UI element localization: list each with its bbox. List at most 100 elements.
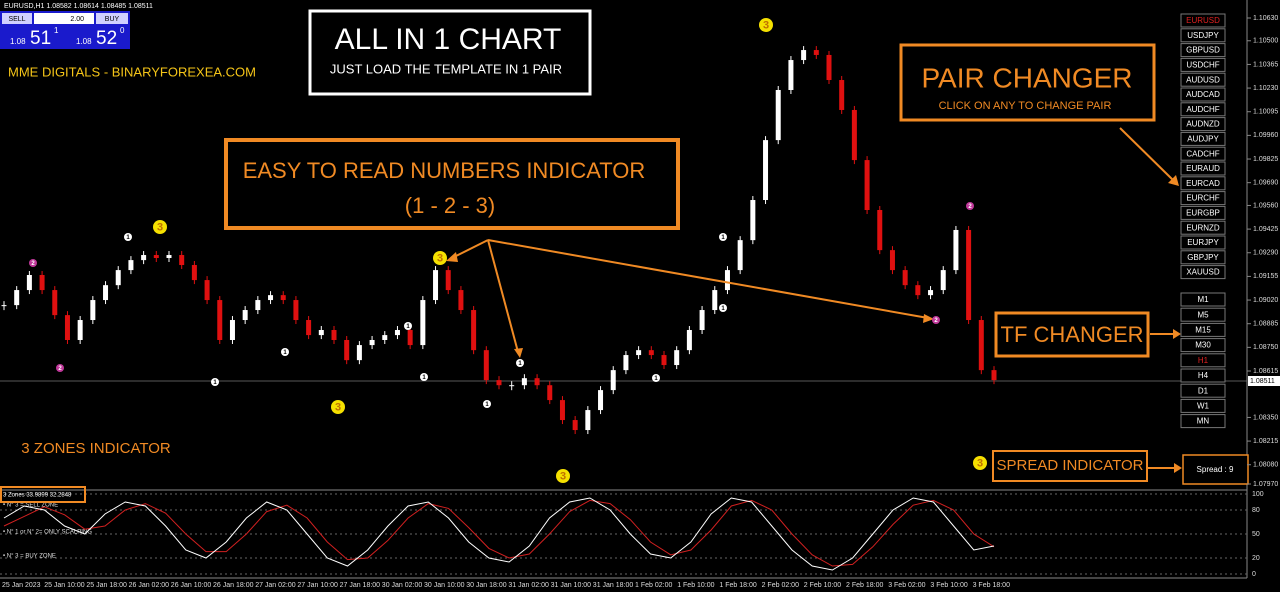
tf-label: W1 bbox=[1197, 402, 1210, 411]
pair-button[interactable] bbox=[1180, 205, 1226, 220]
candle bbox=[394, 330, 400, 336]
pair-button[interactable] bbox=[1180, 161, 1226, 176]
candle bbox=[826, 54, 832, 81]
spread-title: SPREAD INDICATOR bbox=[997, 457, 1144, 474]
pair-button[interactable] bbox=[1180, 117, 1226, 132]
time-label: 31 Jan 02:00 bbox=[508, 582, 549, 589]
time-label: 3 Feb 10:00 bbox=[930, 582, 967, 589]
pair-button[interactable] bbox=[1180, 176, 1226, 191]
pair-button[interactable] bbox=[1180, 146, 1226, 161]
time-label: 27 Jan 10:00 bbox=[297, 582, 338, 589]
price-label: 1.10365 bbox=[1253, 61, 1278, 68]
candle bbox=[90, 300, 96, 321]
candle bbox=[344, 339, 350, 361]
numbers-callout bbox=[224, 138, 680, 230]
pair-label: AUDUSD bbox=[1186, 75, 1220, 84]
candle bbox=[801, 50, 807, 61]
sell-label: SELL bbox=[8, 16, 25, 23]
marker-label: 1 bbox=[283, 350, 287, 356]
candle bbox=[433, 270, 439, 301]
pair-button[interactable] bbox=[1180, 28, 1226, 43]
marker-dot bbox=[483, 400, 491, 408]
numbers-subtitle: (1 - 2 - 3) bbox=[405, 193, 495, 218]
price-label: 1.08885 bbox=[1253, 321, 1278, 328]
pair-button[interactable] bbox=[1180, 43, 1226, 58]
price-label: 1.09290 bbox=[1253, 250, 1278, 257]
marker-dot bbox=[973, 456, 987, 470]
tf-button[interactable] bbox=[1180, 338, 1226, 353]
marker-label: 3 bbox=[335, 401, 341, 413]
price-label: 1.08215 bbox=[1253, 438, 1278, 445]
fast-line bbox=[3, 497, 995, 571]
candle bbox=[64, 315, 70, 340]
pair-button[interactable] bbox=[1180, 265, 1226, 280]
candle bbox=[369, 339, 375, 346]
pair-button[interactable] bbox=[1180, 131, 1226, 146]
tf-button[interactable] bbox=[1180, 383, 1226, 398]
pair-button[interactable] bbox=[1180, 220, 1226, 235]
marker-label: 3 bbox=[763, 19, 769, 31]
candle bbox=[420, 300, 426, 346]
tf-label: M1 bbox=[1197, 295, 1209, 304]
lot-input[interactable] bbox=[34, 13, 94, 24]
time-label: 26 Jan 18:00 bbox=[213, 582, 254, 589]
buy-button[interactable] bbox=[96, 13, 128, 24]
promo-subtitle: JUST LOAD THE TEMPLATE IN 1 PAIR bbox=[330, 61, 562, 76]
pair-button[interactable] bbox=[1180, 250, 1226, 265]
zone-note: • N° 3 = SELL ZONE bbox=[3, 503, 58, 509]
lot-value: 2.00 bbox=[70, 16, 84, 23]
tf-button[interactable] bbox=[1180, 322, 1226, 337]
candle bbox=[763, 140, 769, 201]
pair-button[interactable] bbox=[1180, 191, 1226, 206]
tf-button[interactable] bbox=[1180, 292, 1226, 307]
level-label: 50 bbox=[1252, 531, 1260, 538]
time-label: 27 Jan 18:00 bbox=[340, 582, 381, 589]
sell-button[interactable] bbox=[2, 13, 32, 24]
pair-button[interactable] bbox=[1180, 102, 1226, 117]
marker-dot bbox=[56, 364, 64, 372]
pair-button[interactable] bbox=[1180, 87, 1226, 102]
level-label: 100 bbox=[1252, 491, 1264, 498]
tf-button[interactable] bbox=[1180, 353, 1226, 368]
marker-dot bbox=[719, 233, 727, 241]
pair-button[interactable] bbox=[1180, 13, 1226, 28]
marker-dot bbox=[516, 359, 524, 367]
marker-dot bbox=[759, 18, 773, 32]
candle bbox=[52, 290, 58, 316]
time-label: 2 Feb 18:00 bbox=[846, 582, 883, 589]
pair-button[interactable] bbox=[1180, 57, 1226, 72]
tf-label: H1 bbox=[1198, 356, 1209, 365]
candle bbox=[712, 290, 718, 311]
candle bbox=[39, 275, 45, 291]
candle bbox=[306, 320, 312, 336]
marker-dot bbox=[124, 233, 132, 241]
tf-button[interactable] bbox=[1180, 398, 1226, 413]
tf-button[interactable] bbox=[1180, 307, 1226, 322]
marker-dot bbox=[153, 220, 167, 234]
candle bbox=[483, 350, 489, 381]
spread-callout bbox=[992, 450, 1148, 482]
pair-label: AUDCAD bbox=[1186, 90, 1220, 99]
pair-button[interactable] bbox=[1180, 72, 1226, 87]
price-label: 1.09560 bbox=[1253, 202, 1278, 209]
candle bbox=[382, 335, 388, 340]
time-label: 25 Jan 18:00 bbox=[86, 582, 127, 589]
candle bbox=[509, 385, 515, 387]
candle bbox=[953, 229, 959, 271]
tf-label: M5 bbox=[1197, 310, 1209, 319]
price-label: 1.08350 bbox=[1253, 414, 1278, 421]
candle bbox=[458, 290, 464, 311]
zones-label: 3 Zones 33.9899 32.2848 bbox=[3, 493, 72, 499]
price-label: 1.10630 bbox=[1253, 15, 1278, 22]
candle bbox=[191, 265, 197, 281]
pair-button[interactable] bbox=[1180, 235, 1226, 250]
tf-button[interactable] bbox=[1180, 368, 1226, 383]
price-label: 1.07970 bbox=[1253, 481, 1278, 488]
marker-label: 3 bbox=[560, 470, 566, 482]
candle bbox=[610, 370, 616, 391]
candle bbox=[699, 310, 705, 331]
candle bbox=[991, 370, 997, 381]
pair-label: GBPJPY bbox=[1187, 253, 1219, 262]
tf-button[interactable] bbox=[1180, 414, 1226, 429]
